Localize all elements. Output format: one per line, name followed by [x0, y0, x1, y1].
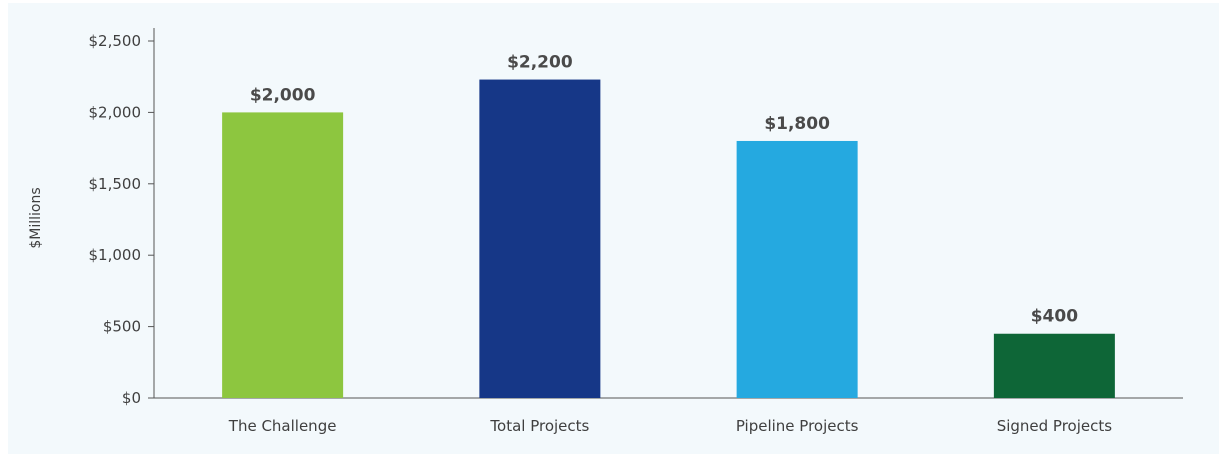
- bar-total-projects: [479, 79, 601, 398]
- bar-the-challenge: [222, 112, 344, 399]
- chart-panel: $0 $500 $1,000 $1,500 $2,000 $2,500 $Millions…: [8, 3, 1219, 454]
- x-category-label: Signed Projects: [997, 417, 1113, 435]
- y-axis-ticks: $0 $500 $1,000 $1,500 $2,000 $2,500: [89, 32, 154, 407]
- y-tick-label: $1,500: [89, 175, 142, 193]
- x-category-label: The Challenge: [228, 417, 337, 435]
- y-tick-label: $2,000: [89, 103, 142, 121]
- bars: [222, 79, 1115, 399]
- value-labels: $2,000 $2,200 $1,800 $400: [250, 53, 1078, 327]
- bar-value-label: $2,200: [507, 53, 573, 73]
- bar-value-label: $2,000: [250, 85, 316, 105]
- y-tick-label: $500: [103, 318, 141, 336]
- x-category-label: Pipeline Projects: [736, 417, 859, 435]
- x-category-label: Total Projects: [489, 417, 589, 435]
- y-axis-title: $Millions: [28, 187, 44, 248]
- bar-value-label: $1,800: [764, 114, 830, 134]
- y-tick-label: $0: [122, 389, 141, 407]
- x-axis-categories: The Challenge Total Projects Pipeline Proj…: [228, 417, 1112, 435]
- bar-value-label: $400: [1031, 307, 1078, 327]
- y-tick-label: $1,000: [89, 246, 142, 264]
- bar-signed-projects: [993, 333, 1115, 398]
- bar-chart: $0 $500 $1,000 $1,500 $2,000 $2,500 $Millions…: [28, 28, 1183, 435]
- bar-pipeline-projects: [736, 140, 858, 398]
- y-tick-label: $2,500: [89, 32, 142, 50]
